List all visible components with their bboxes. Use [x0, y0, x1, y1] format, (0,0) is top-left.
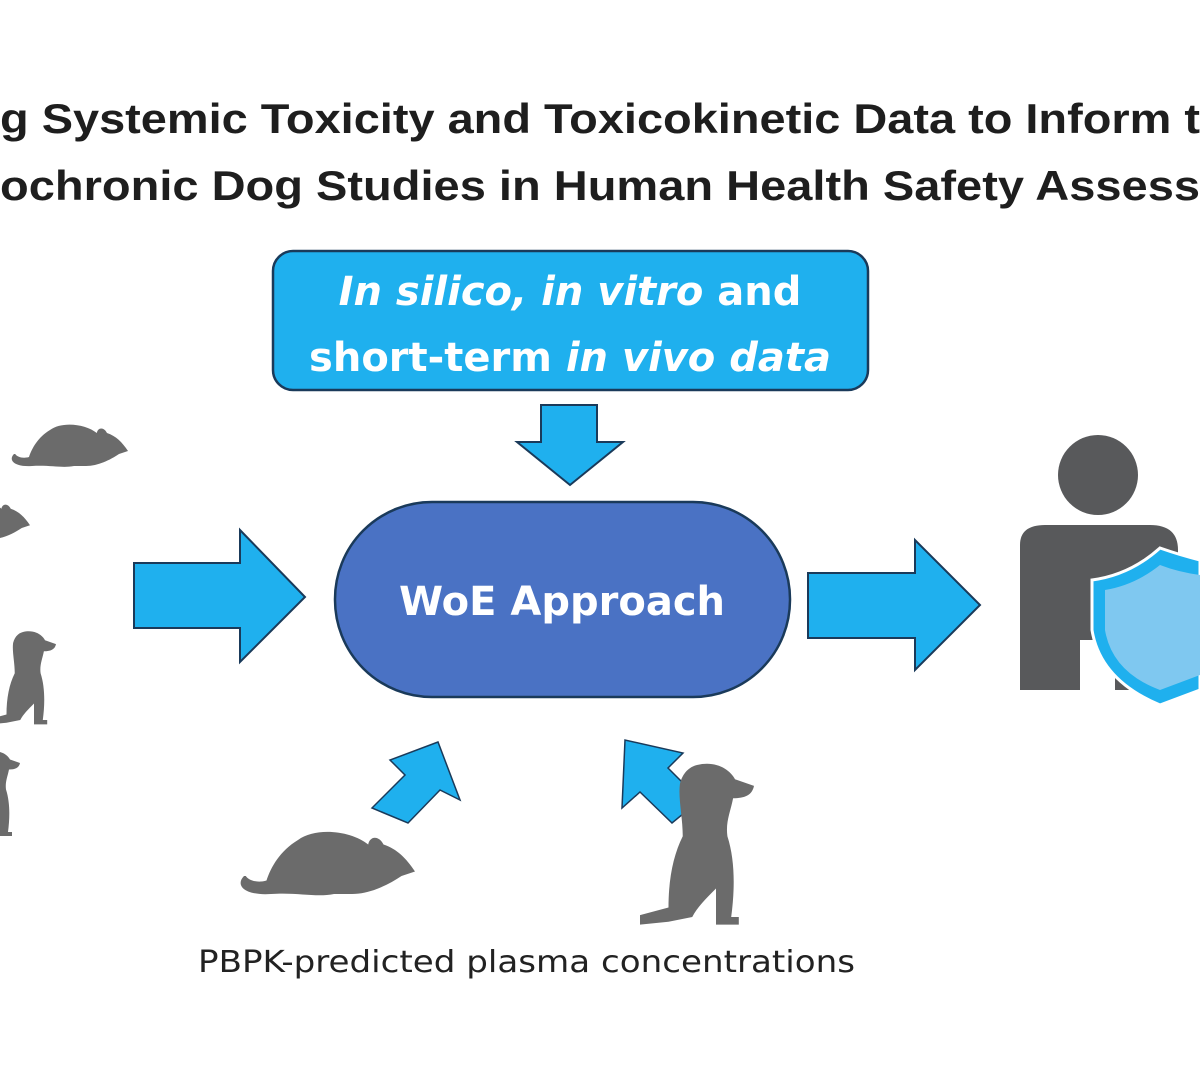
title-line-2: ochronic Dog Studies in Human Health Saf… [0, 162, 1200, 209]
down-arrow-icon [514, 404, 626, 487]
input-box-line-1: In silico, in vitro and [339, 269, 802, 315]
bottom-left-arrow-icon [370, 741, 462, 824]
shield-icon [1090, 546, 1200, 707]
input-box-italic-1: In silico, in vitro [339, 269, 704, 315]
input-box-plain-1: and [703, 269, 801, 315]
dog-icon [0, 751, 20, 836]
left-input-arrow-icon [133, 527, 307, 665]
title-line-1: g Systemic Toxicity and Toxicokinetic Da… [0, 95, 1200, 142]
input-box-plain-2: short-term [309, 335, 566, 381]
input-data-box [271, 249, 870, 392]
rat-icon [11, 424, 128, 467]
input-box-line-2: short-term in vivo data [309, 335, 831, 381]
dog-icon [0, 631, 56, 725]
right-output-arrow-icon [807, 537, 982, 673]
rat-icon [0, 501, 30, 540]
pbpk-caption: PBPK-predicted plasma concentrations [198, 945, 855, 980]
woe-approach-label: WoE Approach [399, 579, 725, 625]
woe-approach-pill [333, 500, 792, 699]
input-box-italic-2: in vivo data [566, 335, 831, 381]
rat-icon [240, 831, 415, 896]
